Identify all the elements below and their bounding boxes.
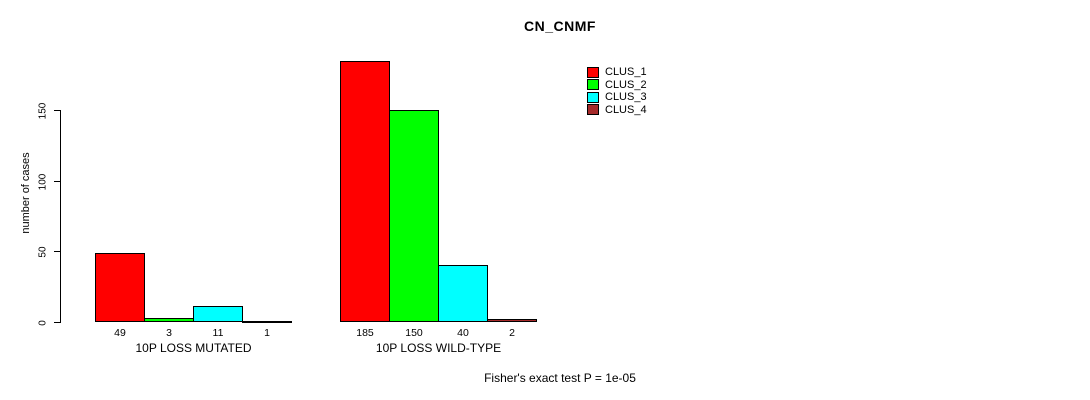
legend-swatch <box>587 91 599 103</box>
bar-clus_3 <box>438 265 488 322</box>
bar-clus_2 <box>389 110 439 322</box>
chart-title: CN_CNMF <box>524 18 596 34</box>
x-group-label: 10P LOSS MUTATED <box>135 341 252 355</box>
bar-value-label: 1 <box>264 327 270 339</box>
bar-value-label: 3 <box>166 327 172 339</box>
legend-swatch <box>587 104 599 116</box>
y-tick-label: 0 <box>37 319 49 326</box>
bar-value-label: 185 <box>356 327 374 339</box>
y-tick-label: 50 <box>37 245 49 258</box>
y-tick-label: 150 <box>37 102 49 119</box>
y-tick-label: 100 <box>37 173 49 190</box>
legend-label: CLUS_2 <box>605 78 647 91</box>
bar-clus_2 <box>144 318 194 322</box>
bar-clus_1 <box>95 253 145 322</box>
legend: CLUS_1 CLUS_2 CLUS_3 CLUS_4 <box>587 66 647 116</box>
legend-label: CLUS_4 <box>605 103 647 116</box>
legend-item: CLUS_4 <box>587 104 647 117</box>
bar-value-label: 49 <box>114 327 126 339</box>
bar-clus_3 <box>193 306 243 322</box>
bar-value-label: 40 <box>457 327 469 339</box>
legend-item: CLUS_2 <box>587 79 647 92</box>
legend-label: CLUS_1 <box>605 66 647 79</box>
legend-swatch <box>587 66 599 78</box>
bar-clus_4 <box>242 321 292 323</box>
legend-item: CLUS_3 <box>587 91 647 104</box>
bar-clus_1 <box>340 61 390 322</box>
annotation-text: Fisher's exact test P = 1e-05 <box>484 371 636 385</box>
bar-value-label: 150 <box>405 327 423 339</box>
bar-value-label: 11 <box>212 327 224 339</box>
legend-swatch <box>587 79 599 91</box>
x-group-label: 10P LOSS WILD-TYPE <box>375 341 502 355</box>
legend-label: CLUS_3 <box>605 91 647 104</box>
legend-item: CLUS_1 <box>587 66 647 79</box>
bar-clus_4 <box>487 319 537 322</box>
bar-value-label: 2 <box>509 327 515 339</box>
